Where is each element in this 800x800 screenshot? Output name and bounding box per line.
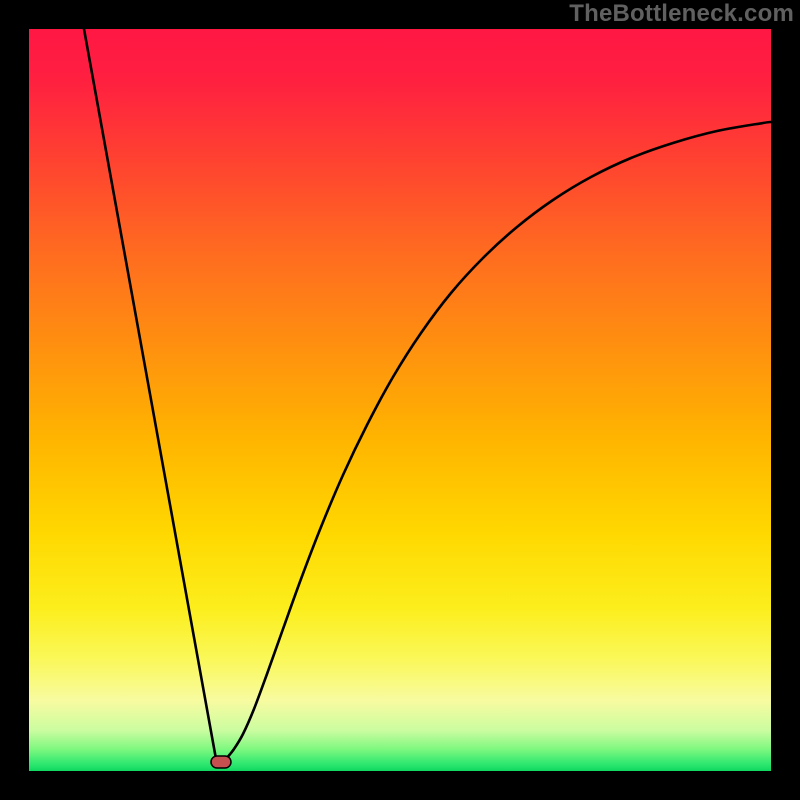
chart-svg (29, 29, 771, 771)
chart-background (29, 29, 771, 771)
plot-area (29, 29, 771, 771)
minimum-marker (211, 756, 231, 768)
attribution-text: TheBottleneck.com (569, 0, 794, 28)
chart-container: TheBottleneck.com (0, 0, 800, 800)
